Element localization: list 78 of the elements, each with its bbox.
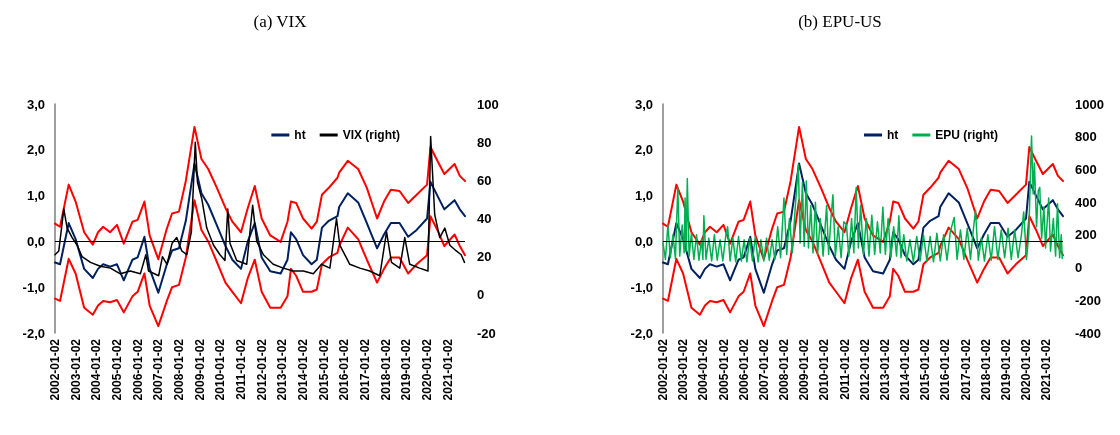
x-tick-label: 2009-01-02 [797,338,812,401]
legend-label: ht [887,128,899,142]
x-tick-label: 2014-01-02 [898,338,913,401]
x-tick-label: 2020-01-02 [1019,338,1034,401]
x-tick-label: 2007-01-02 [756,338,771,401]
y2-tick-label: 0 [477,287,485,303]
legend-label: EPU (right) [935,128,999,142]
y2-tick-label: -20 [477,325,496,341]
x-tick-label: 2012-01-02 [254,338,269,401]
x-tick-label: 2005-01-02 [716,338,731,401]
y2-tick-label: 600 [1075,161,1097,177]
x-tick-label: 2014-01-02 [296,338,311,401]
legend-label: ht [294,128,306,142]
x-tick-label: 2021-01-02 [440,338,455,401]
y-tick-label: -2,0 [22,325,45,341]
x-tick-label: 2004-01-02 [696,338,711,401]
y-tick-label: 2,0 [26,142,45,158]
line-series [662,162,1064,294]
x-tick-label: 2010-01-02 [817,338,832,401]
x-tick-label: 2015-01-02 [316,338,331,401]
y2-tick-label: 60 [477,172,492,188]
x-tick-label: 2016-01-02 [337,338,352,401]
x-tick-label: 2015-01-02 [918,338,933,401]
x-tick-label: 2003-01-02 [68,338,83,401]
x-tick-label: 2010-01-02 [213,338,228,401]
x-tick-label: 2006-01-02 [736,338,751,401]
x-tick-label: 2019-01-02 [998,338,1013,401]
y2-tick-label: 20 [477,249,492,265]
y-tick-label: 1,0 [26,188,45,204]
y2-tick-label: -200 [1075,292,1102,308]
y2-tick-label: 200 [1075,227,1097,243]
x-tick-label: 2003-01-02 [676,338,691,401]
y-tick-label: -2,0 [630,325,653,341]
line-series [54,125,466,261]
x-tick-label: 2013-01-02 [275,338,290,401]
x-tick-label: 2007-01-02 [151,338,166,401]
line-series [54,162,466,294]
y-tick-label: -1,0 [630,279,653,295]
y2-tick-label: 800 [1075,129,1097,145]
y-tick-label: 0,0 [634,233,653,249]
chart-title: (b) EPU-US [798,12,882,31]
x-tick-label: 2009-01-02 [192,338,207,401]
x-tick-label: 2002-01-02 [656,338,670,401]
x-tick-label: 2004-01-02 [89,338,104,401]
y-tick-label: 3,0 [634,96,653,112]
x-tick-label: 2018-01-02 [378,338,393,401]
y2-tick-label: -400 [1075,325,1102,341]
y-tick-label: -1,0 [22,279,45,295]
y2-tick-label: 40 [477,211,492,226]
x-tick-label: 2008-01-02 [172,338,187,401]
line-series [54,199,466,328]
chart-title: (a) VIX [253,12,307,31]
y2-tick-label: 400 [1075,194,1097,210]
x-tick-label: 2008-01-02 [777,338,791,401]
x-tick-label: 2002-01-02 [48,338,62,401]
legend-label: VIX (right) [342,128,400,142]
y-tick-label: 0,0 [26,233,45,249]
x-tick-label: 2021-01-02 [1039,338,1054,401]
y2-tick-label: 100 [477,96,499,112]
x-tick-label: 2016-01-02 [938,338,953,401]
x-tick-label: 2012-01-02 [857,338,872,401]
x-tick-label: 2020-01-02 [420,338,435,401]
y2-tick-label: 1000 [1075,96,1104,112]
y-tick-label: 1,0 [634,188,653,204]
x-tick-label: 2011-01-02 [837,338,852,400]
x-tick-label: 2018-01-02 [978,338,993,401]
x-tick-label: 2013-01-02 [877,338,892,401]
x-tick-label: 2019-01-02 [399,338,414,401]
x-tick-label: 2017-01-02 [958,338,973,401]
y-tick-label: 2,0 [634,142,653,158]
x-tick-label: 2005-01-02 [110,338,125,401]
y-tick-label: 3,0 [26,96,45,112]
y2-tick-label: 0 [1075,260,1083,276]
x-tick-label: 2017-01-02 [358,338,373,401]
y2-tick-label: 80 [477,134,492,150]
x-tick-label: 2006-01-02 [130,338,145,401]
line-series [662,199,1064,328]
x-tick-label: 2011-01-02 [234,338,249,400]
